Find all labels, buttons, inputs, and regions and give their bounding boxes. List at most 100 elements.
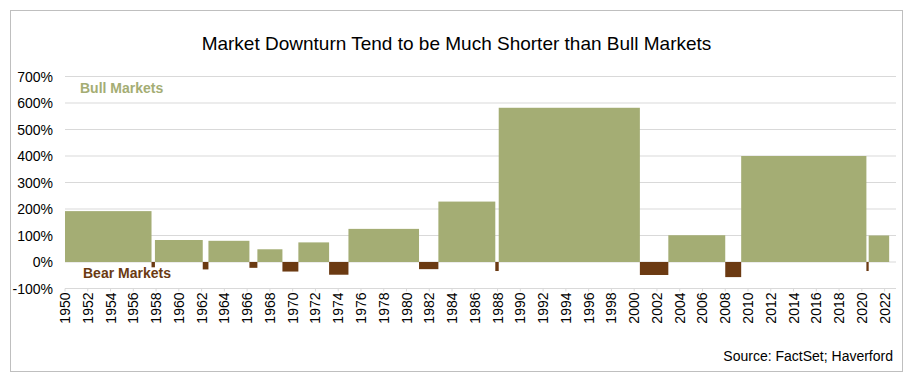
x-tick	[110, 289, 111, 292]
x-tick	[656, 289, 657, 292]
x-tick	[429, 289, 430, 292]
x-tick-label: 1958	[148, 292, 164, 323]
y-tick-label: 200%	[17, 201, 53, 217]
x-tick-label: 1982	[421, 292, 437, 323]
x-tick	[360, 289, 361, 292]
x-tick-label: 1990	[512, 292, 528, 323]
x-tick-label: 1986	[467, 292, 483, 323]
x-tick	[861, 289, 862, 292]
grid-line	[65, 103, 896, 104]
y-tick-label: 100%	[17, 228, 53, 244]
x-tick-label: 2012	[763, 292, 779, 323]
x-tick-label: 1976	[353, 292, 369, 323]
x-tick	[634, 289, 635, 292]
x-tick-label: 1988	[490, 292, 506, 323]
x-tick-label: 1994	[558, 292, 574, 323]
x-tick-label: 2020	[854, 292, 870, 323]
x-tick	[406, 289, 407, 292]
x-tick	[201, 289, 202, 292]
x-tick	[793, 289, 794, 292]
title: Market Downturn Tend to be Much Shorter …	[202, 33, 712, 54]
x-tick-label: 1970	[285, 292, 301, 323]
x-tick-label: 1998	[603, 292, 619, 323]
x-tick-label: 1984	[444, 292, 460, 323]
bar	[499, 108, 640, 262]
x-tick	[520, 289, 521, 292]
x-tick	[679, 289, 680, 292]
x-tick	[224, 289, 225, 292]
x-tick	[315, 289, 316, 292]
x-tick-label: 2004	[672, 292, 688, 323]
bar	[329, 262, 348, 275]
x-tick-label: 2002	[649, 292, 665, 323]
x-tick-label: 1980	[399, 292, 415, 323]
x-tick-label: 2016	[808, 292, 824, 323]
x-tick	[338, 289, 339, 292]
x-tick	[474, 289, 475, 292]
x-tick	[748, 289, 749, 292]
x-tick-label: 1964	[216, 292, 232, 323]
x-tick-label: 1966	[239, 292, 255, 323]
grid-line	[65, 288, 896, 289]
x-tick	[816, 289, 817, 292]
x-tick	[269, 289, 270, 292]
bar	[282, 262, 298, 272]
bar	[725, 262, 741, 277]
x-tick	[839, 289, 840, 292]
x-tick-label: 1978	[376, 292, 392, 323]
x-tick-label: 1996	[581, 292, 597, 323]
x-tick	[65, 289, 66, 292]
x-tick-label: 2000	[626, 292, 642, 323]
bar	[249, 262, 257, 268]
x-tick-label: 2018	[831, 292, 847, 323]
x-tick-label: 1952	[80, 292, 96, 323]
bar	[640, 262, 668, 275]
x-tick-label: 2014	[786, 292, 802, 323]
x-tick	[725, 289, 726, 292]
y-tick-label: -100%	[13, 281, 53, 297]
x-tick	[611, 289, 612, 292]
x-tick-label: 2006	[694, 292, 710, 323]
y-tick-label: 500%	[17, 122, 53, 138]
bar	[869, 236, 889, 263]
x-tick-label: 1992	[535, 292, 551, 323]
source: Source: FactSet; Haverford	[723, 348, 893, 364]
bar	[203, 262, 209, 269]
bar	[438, 202, 495, 262]
bar	[348, 229, 419, 262]
x-tick	[156, 289, 157, 292]
x-tick	[543, 289, 544, 292]
x-tick	[702, 289, 703, 292]
bar	[65, 211, 152, 262]
bar	[298, 242, 329, 262]
x-tick-label: 1954	[103, 292, 119, 323]
x-tick-label: 1962	[194, 292, 210, 323]
bar	[866, 262, 868, 271]
x-tick	[588, 289, 589, 292]
x-tick	[565, 289, 566, 292]
x-tick-label: 1956	[125, 292, 141, 323]
x-tick	[178, 289, 179, 292]
x-axis-line	[65, 288, 896, 289]
bar	[495, 262, 498, 271]
x-tick-label: 1972	[307, 292, 323, 323]
bar	[741, 156, 866, 262]
series-label: Bear Markets	[83, 265, 171, 281]
x-tick-label: 2022	[877, 292, 893, 323]
y-tick-label: 300%	[17, 175, 53, 191]
x-tick	[292, 289, 293, 292]
series-label: Bull Markets	[80, 80, 163, 96]
bar	[668, 235, 725, 262]
bars	[65, 108, 889, 277]
x-tick	[497, 289, 498, 292]
grid-line	[65, 129, 896, 130]
x-tick-label: 2010	[740, 292, 756, 323]
x-tick	[87, 289, 88, 292]
y-tick-label: 700%	[17, 69, 53, 85]
x-tick-label: 1974	[330, 292, 346, 323]
bar	[208, 241, 249, 262]
bar	[155, 240, 203, 262]
bar	[419, 262, 438, 269]
x-tick	[383, 289, 384, 292]
y-tick-label: 0%	[33, 254, 53, 270]
